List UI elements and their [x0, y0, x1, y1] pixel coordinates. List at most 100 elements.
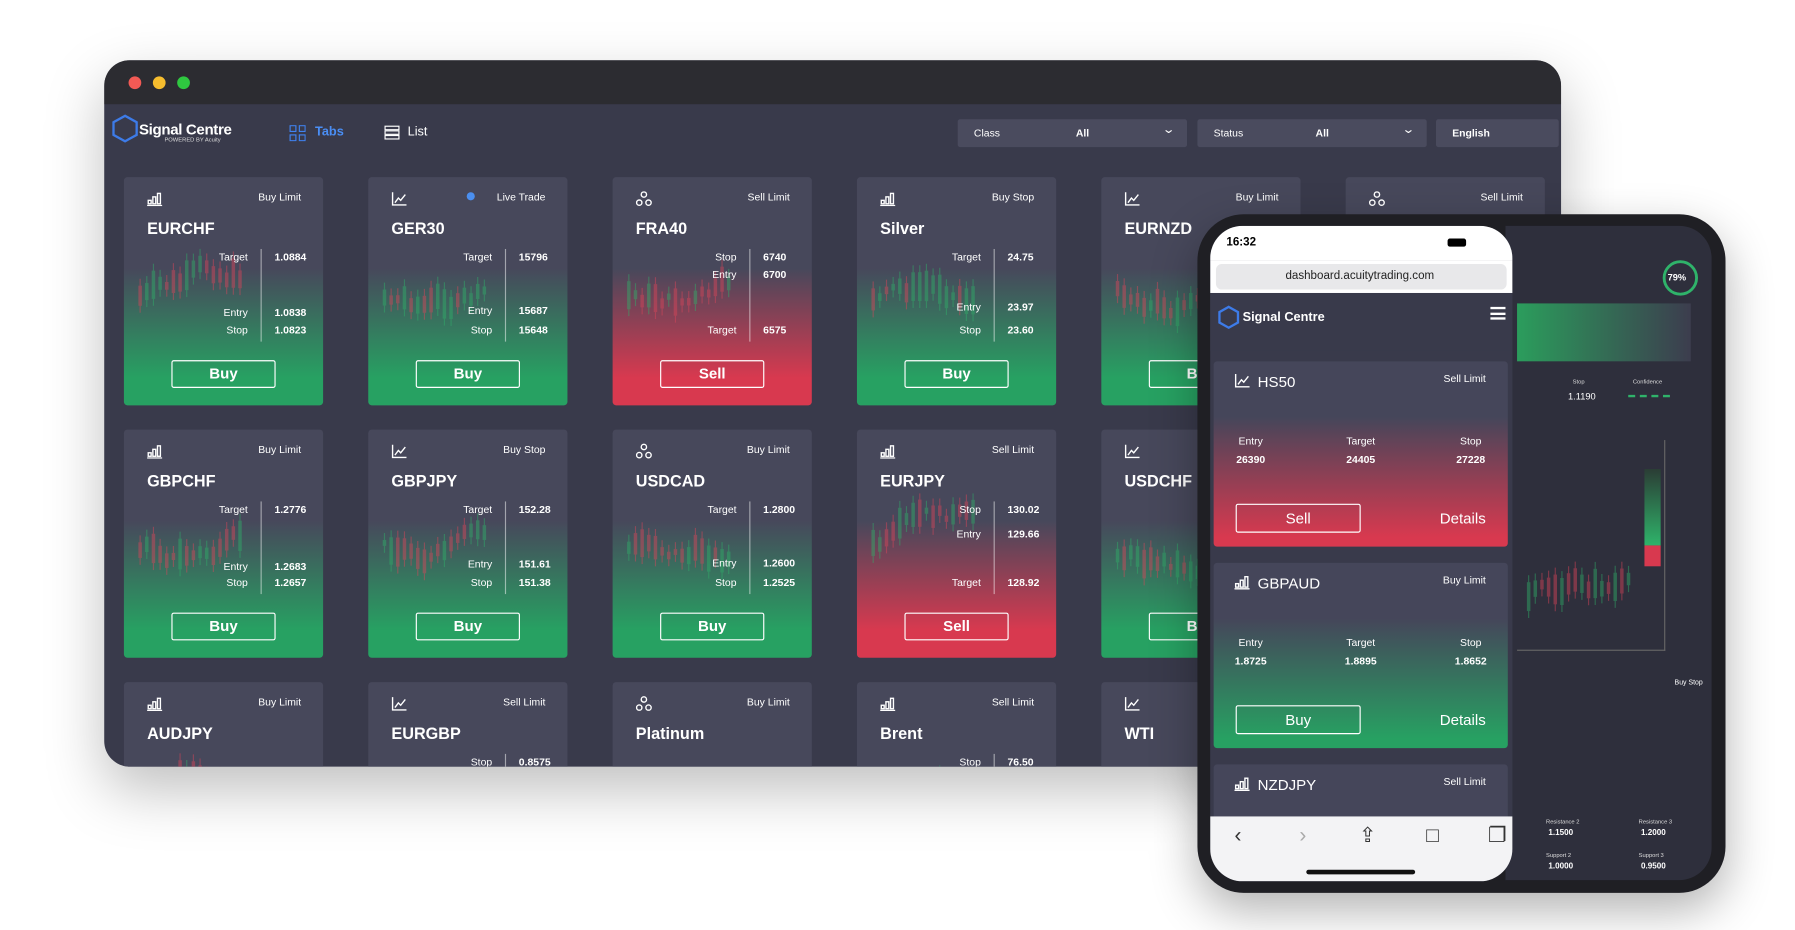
brand: Signal Centre: [138, 120, 232, 138]
candle-body: [145, 283, 149, 301]
level-label: Entry: [956, 300, 981, 313]
candle-body: [706, 545, 711, 572]
icon-part: [885, 196, 890, 205]
candles: [624, 746, 740, 767]
level-label: Resistance 3: [1638, 818, 1673, 826]
language: English: [1452, 127, 1490, 139]
candle-body: [231, 526, 236, 540]
action-button[interactable]: Sell: [904, 612, 1009, 641]
filter-select[interactable]: Class All ⌄: [957, 119, 1188, 148]
title-bar: [104, 60, 1562, 105]
icon-part: [1127, 446, 1139, 456]
zoom-dot[interactable]: [177, 76, 190, 90]
candle-body: [1135, 546, 1140, 567]
chevron: ⌄: [1161, 123, 1176, 137]
candle-body: [455, 533, 460, 543]
toolbar-button[interactable]: ⇪: [1358, 823, 1377, 847]
signal-card[interactable]: Sell Limit EURJPY Stop 130.02 Entry 129.66 Tar…: [856, 429, 1057, 658]
level-label: Stop: [715, 576, 737, 589]
level-value: 1.0884: [274, 251, 307, 263]
nav-tab[interactable]: Tabs: [314, 125, 344, 139]
signal-card[interactable]: Buy Stop GBPJPY Target 152.28 Entry 151.61 Sto…: [368, 429, 568, 658]
candle-body: [442, 289, 447, 319]
candle-body: [218, 268, 222, 283]
signal-card[interactable]: Buy Limit EURCHF Target 1.0884 Entry 1.0838 St…: [123, 177, 324, 406]
details-link[interactable]: Details: [1439, 509, 1486, 527]
action-button[interactable]: Buy: [415, 360, 520, 388]
action-button[interactable]: Buy: [904, 360, 1009, 388]
candle-body: [1129, 545, 1133, 560]
candle-body: [1540, 579, 1544, 590]
candle-body: [653, 284, 658, 313]
url-bar[interactable]: dashboard.acuitytrading.com: [1215, 264, 1507, 290]
action-button[interactable]: Sell: [660, 360, 765, 388]
action-button[interactable]: Buy: [171, 612, 276, 641]
candle-body: [158, 276, 162, 290]
signal-card[interactable]: Buy Limit USDCAD Target 1.2800 Entry 1.2600 St…: [612, 429, 812, 658]
signal-card[interactable]: Buy Limit AUDJPY: [123, 682, 324, 767]
symbol: Silver: [880, 218, 925, 238]
candle-body: [1155, 288, 1160, 314]
symbol: USDCHF: [1124, 471, 1193, 490]
symbol: GBPAUD: [1257, 574, 1321, 592]
filter-select[interactable]: Status All ⌄: [1197, 119, 1427, 148]
signal-card[interactable]: Buy Stop Silver Target 24.75 Entry 23.97 Stop 2…: [856, 177, 1057, 406]
action-button[interactable]: Buy: [1235, 705, 1361, 735]
candle-body: [951, 292, 955, 301]
action-button[interactable]: Buy: [415, 612, 520, 641]
minimize-dot[interactable]: [152, 76, 166, 90]
signal-card[interactable]: Live Trade GER30 Target 15796 Entry 15687 Stop…: [368, 177, 568, 406]
action-button[interactable]: Sell: [1235, 503, 1361, 533]
level-label: Stop: [959, 756, 981, 767]
candle-body: [449, 536, 453, 552]
level-value: 1.2000: [1640, 829, 1666, 838]
signal-card[interactable]: Sell Limit EURGBP Stop 0.8575: [368, 682, 568, 767]
level-label: Target: [463, 503, 493, 516]
candle-body: [898, 507, 902, 539]
icon: [1234, 374, 1250, 388]
action-button[interactable]: Buy: [171, 360, 276, 388]
nav-list[interactable]: List: [407, 125, 428, 139]
order-type: Live Trade: [496, 191, 546, 203]
candle-body: [396, 295, 400, 304]
candle-body: [911, 502, 915, 527]
signal-card[interactable]: Sell Limit Brent Stop 76.50: [856, 682, 1057, 767]
icon-part: [1124, 444, 1140, 459]
icon-part: [1239, 780, 1244, 790]
candle-body: [904, 513, 909, 526]
order-type: Buy Limit: [1235, 191, 1279, 203]
toolbar-button[interactable]: □: [1426, 823, 1439, 847]
toolbar-button[interactable]: ‹: [1234, 823, 1242, 847]
candle-body: [1129, 294, 1133, 305]
order-type: Buy Limit: [746, 695, 790, 708]
details-link[interactable]: Details: [1439, 711, 1486, 729]
order-type: Buy Stop: [1674, 679, 1703, 687]
candle-body: [884, 529, 889, 547]
signal-card[interactable]: Buy Limit GBPCHF Target 1.2776 Entry 1.2683 St…: [123, 429, 324, 658]
level-label: Target: [951, 576, 981, 589]
toolbar-button[interactable]: ›: [1299, 823, 1307, 847]
icon-part: [885, 701, 890, 710]
action-button[interactable]: Buy: [660, 612, 765, 641]
close-dot[interactable]: [128, 76, 142, 90]
candle-body: [904, 283, 909, 303]
signal-card[interactable]: GBPAUD Buy Limit Entry 1.8725 Target 1.8895 St…: [1213, 562, 1508, 749]
signal-card[interactable]: HS50 Sell Limit Entry 26390 Target 24405 Stop 2…: [1213, 361, 1508, 547]
menu[interactable]: [1490, 306, 1506, 320]
candle-body: [627, 541, 631, 554]
level-value: 130.02: [1007, 503, 1040, 516]
candle-body: [469, 523, 473, 538]
signal-card[interactable]: Sell Limit FRA40 Stop 6740 Entry 6700 Target 65…: [612, 177, 812, 406]
toolbar-button[interactable]: ❐: [1488, 823, 1507, 847]
icon: [1234, 576, 1250, 590]
language-select[interactable]: English: [1435, 119, 1559, 148]
level-label: Target: [463, 251, 493, 263]
candle-body: [1182, 562, 1186, 574]
icon: [1124, 192, 1140, 206]
signal-card[interactable]: Buy Limit Platinum: [612, 682, 812, 767]
icon-part: [152, 701, 157, 710]
level-value: 6740: [763, 251, 787, 263]
candle-body: [647, 283, 651, 308]
order-type: Buy Stop: [503, 443, 546, 456]
stat-value: 1.1190: [1568, 391, 1596, 402]
